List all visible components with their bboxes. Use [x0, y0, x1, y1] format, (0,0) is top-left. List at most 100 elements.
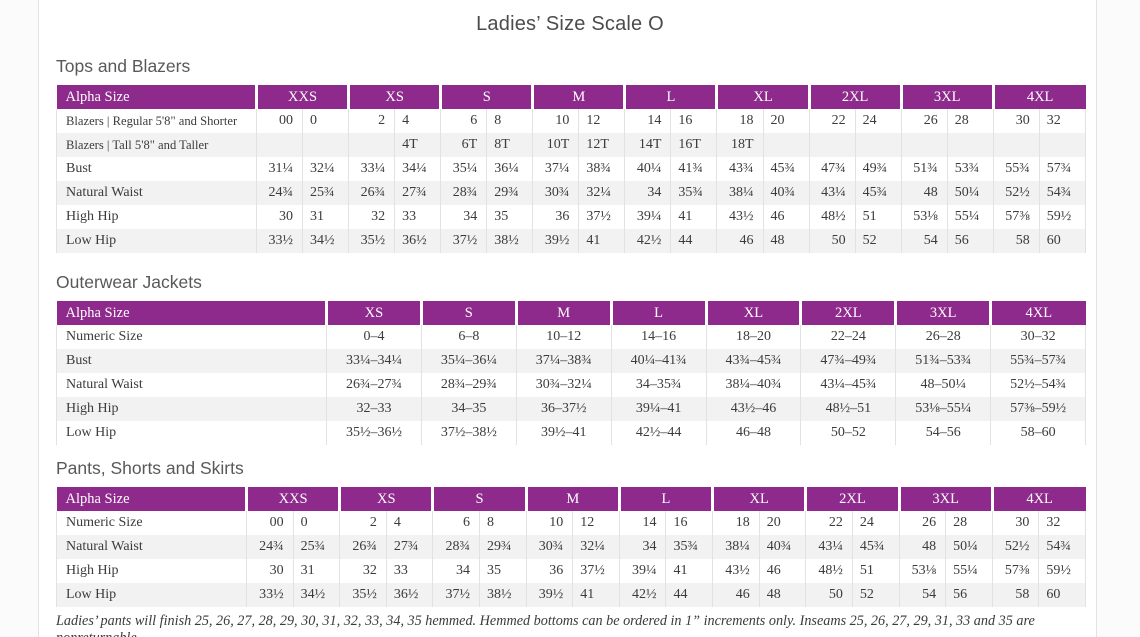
size-cell: 28¾ — [440, 181, 487, 205]
size-cell: 32 — [348, 205, 395, 229]
size-cell: 47¾ — [808, 157, 856, 181]
size-cell: 56 — [945, 583, 993, 607]
size-group-header-xl: XL — [715, 85, 810, 109]
size-group-header-s: S — [439, 85, 533, 109]
size-cell: 43½ — [716, 205, 764, 229]
hemming-footnote: Ladies’ pants will finish 25, 26, 27, 28… — [56, 613, 1035, 637]
size-cell: 48 — [900, 181, 948, 205]
size-cell: 32 — [339, 559, 387, 583]
section-heading-outerwear-jackets: Outerwear Jackets — [56, 272, 202, 292]
row-label: Low Hip — [56, 229, 257, 253]
size-group-header-xs: XS — [325, 301, 422, 325]
size-cell: 37½–38½ — [420, 421, 517, 445]
size-cell: 26¾ — [339, 535, 387, 559]
size-cell: 26 — [898, 511, 946, 535]
size-cell: 30¾ — [532, 181, 579, 205]
size-cell: 48 — [762, 229, 810, 253]
section-heading-pants-shorts-skirts: Pants, Shorts and Skirts — [56, 458, 244, 478]
size-cell: 33¼ — [348, 157, 395, 181]
size-cell: 28¾–29¾ — [420, 373, 517, 397]
size-cell: 42½ — [618, 583, 666, 607]
size-cell: 54–56 — [895, 421, 991, 445]
row-label: Blazers | Tall 5'8" and Taller — [56, 133, 257, 157]
table-row: High Hip 30 31 32 33 34 35 36 37½ 39¼ 41 43½ 46 48½ 51… — [56, 559, 1086, 583]
size-cell: 60 — [1038, 583, 1086, 607]
row-label: Natural Waist — [56, 535, 247, 559]
size-group-header-l: L — [609, 301, 706, 325]
size-cell: 39¼ — [624, 205, 671, 229]
size-cell: 31¼ — [255, 157, 303, 181]
size-group-header-xl: XL — [704, 301, 801, 325]
size-cell: 34–35¾ — [610, 373, 706, 397]
size-cell: 12 — [578, 109, 625, 133]
size-cell: 53⅛ — [900, 205, 948, 229]
size-cell: 33 — [394, 205, 441, 229]
size-cell — [255, 133, 303, 157]
alpha-size-header: Alpha Size — [56, 85, 257, 109]
table-row: Blazers | Regular 5'8" and Shorter 00 0 2 4 6… — [56, 109, 1087, 133]
size-cell: 51 — [851, 559, 900, 583]
size-cell: 46 — [758, 559, 806, 583]
table-row: High Hip 30 31 32 33 34 35 36 37½ 39¼ 41 43½ 46 48½ 51… — [56, 205, 1087, 229]
size-cell: 57⅜ — [992, 205, 1040, 229]
size-cell: 40¼–41¾ — [610, 349, 706, 373]
size-cell: 39¼–41 — [610, 397, 706, 421]
size-cell: 28¾ — [432, 535, 480, 559]
size-cell: 8 — [479, 511, 527, 535]
row-label: Low Hip — [56, 421, 327, 445]
size-cell: 48½ — [805, 559, 853, 583]
size-cell: 44 — [670, 229, 717, 253]
table-row: Numeric Size 00 0 2 4 6 8 10 12 14 16 18 20 22 24 26 28 3… — [56, 511, 1086, 535]
size-cell: 10–12 — [515, 325, 612, 349]
size-group-header-3xl: 3XL — [899, 85, 994, 109]
size-cell: 30 — [991, 511, 1039, 535]
size-group-header-l: L — [623, 85, 717, 109]
size-cell: 57¾ — [1038, 157, 1087, 181]
size-group-header-s: S — [419, 301, 517, 325]
size-cell: 34 — [440, 205, 487, 229]
size-group-header-3xl: 3XL — [894, 301, 991, 325]
size-cell: 41¾ — [670, 157, 717, 181]
size-cell: 28 — [946, 109, 994, 133]
size-cell: 48–50¼ — [895, 373, 991, 397]
table-row: Low Hip 35½–36½ 37½–38½ 39½–41 42½–44 46–48 50… — [56, 421, 1086, 445]
size-cell: 30–32 — [990, 325, 1086, 349]
size-table: Alpha Size XXS XS S M L XL 2XL 3XL 4XL Numeric Siz… — [56, 487, 1086, 607]
alpha-size-header: Alpha Size — [56, 487, 247, 511]
row-label: Natural Waist — [56, 373, 327, 397]
size-cell: 41 — [572, 583, 620, 607]
size-cell: 35¾ — [665, 535, 713, 559]
size-cell: 46–48 — [705, 421, 801, 445]
size-cell: 48 — [758, 583, 806, 607]
size-cell: 45¾ — [851, 535, 900, 559]
size-group-header-xs: XS — [347, 85, 441, 109]
size-cell: 48½ — [808, 205, 856, 229]
size-cell: 4 — [394, 109, 441, 133]
size-cell: 44 — [665, 583, 713, 607]
size-cell: 24 — [854, 109, 902, 133]
table-row: Natural Waist 24¾ 25¾ 26¾ 27¾ 28¾ 29¾ 30¾ 32¼ 34 3… — [56, 181, 1087, 205]
table-row: Natural Waist 24¾ 25¾ 26¾ 27¾ 28¾ 29¾ 30¾ 32¼ 34 3… — [56, 535, 1086, 559]
size-cell: 35¼ — [440, 157, 487, 181]
size-cell: 24¾ — [255, 181, 303, 205]
size-cell: 43½ — [712, 559, 760, 583]
size-table-pants-shorts-skirts: Alpha Size XXS XS S M L XL 2XL 3XL 4XL Numeric Siz… — [56, 487, 1086, 607]
size-cell: 50 — [808, 229, 856, 253]
size-cell: 12 — [572, 511, 620, 535]
size-cell — [762, 133, 810, 157]
size-cell: 32¼ — [578, 181, 625, 205]
size-cell: 38¼–40¾ — [705, 373, 801, 397]
size-cell: 30 — [255, 205, 303, 229]
size-cell — [854, 133, 902, 157]
size-cell: 41 — [670, 205, 717, 229]
size-cell: 36–37½ — [515, 397, 612, 421]
size-cell: 35½ — [339, 583, 387, 607]
size-group-header-3xl: 3XL — [897, 487, 993, 511]
size-cell: 35¼–36¼ — [420, 349, 517, 373]
size-cell: 37½ — [578, 205, 625, 229]
size-group-header-4xl: 4XL — [991, 85, 1086, 109]
size-cell: 4 — [385, 511, 433, 535]
size-cell: 20 — [758, 511, 806, 535]
size-group-header-m: M — [531, 85, 625, 109]
size-cell — [1038, 133, 1087, 157]
